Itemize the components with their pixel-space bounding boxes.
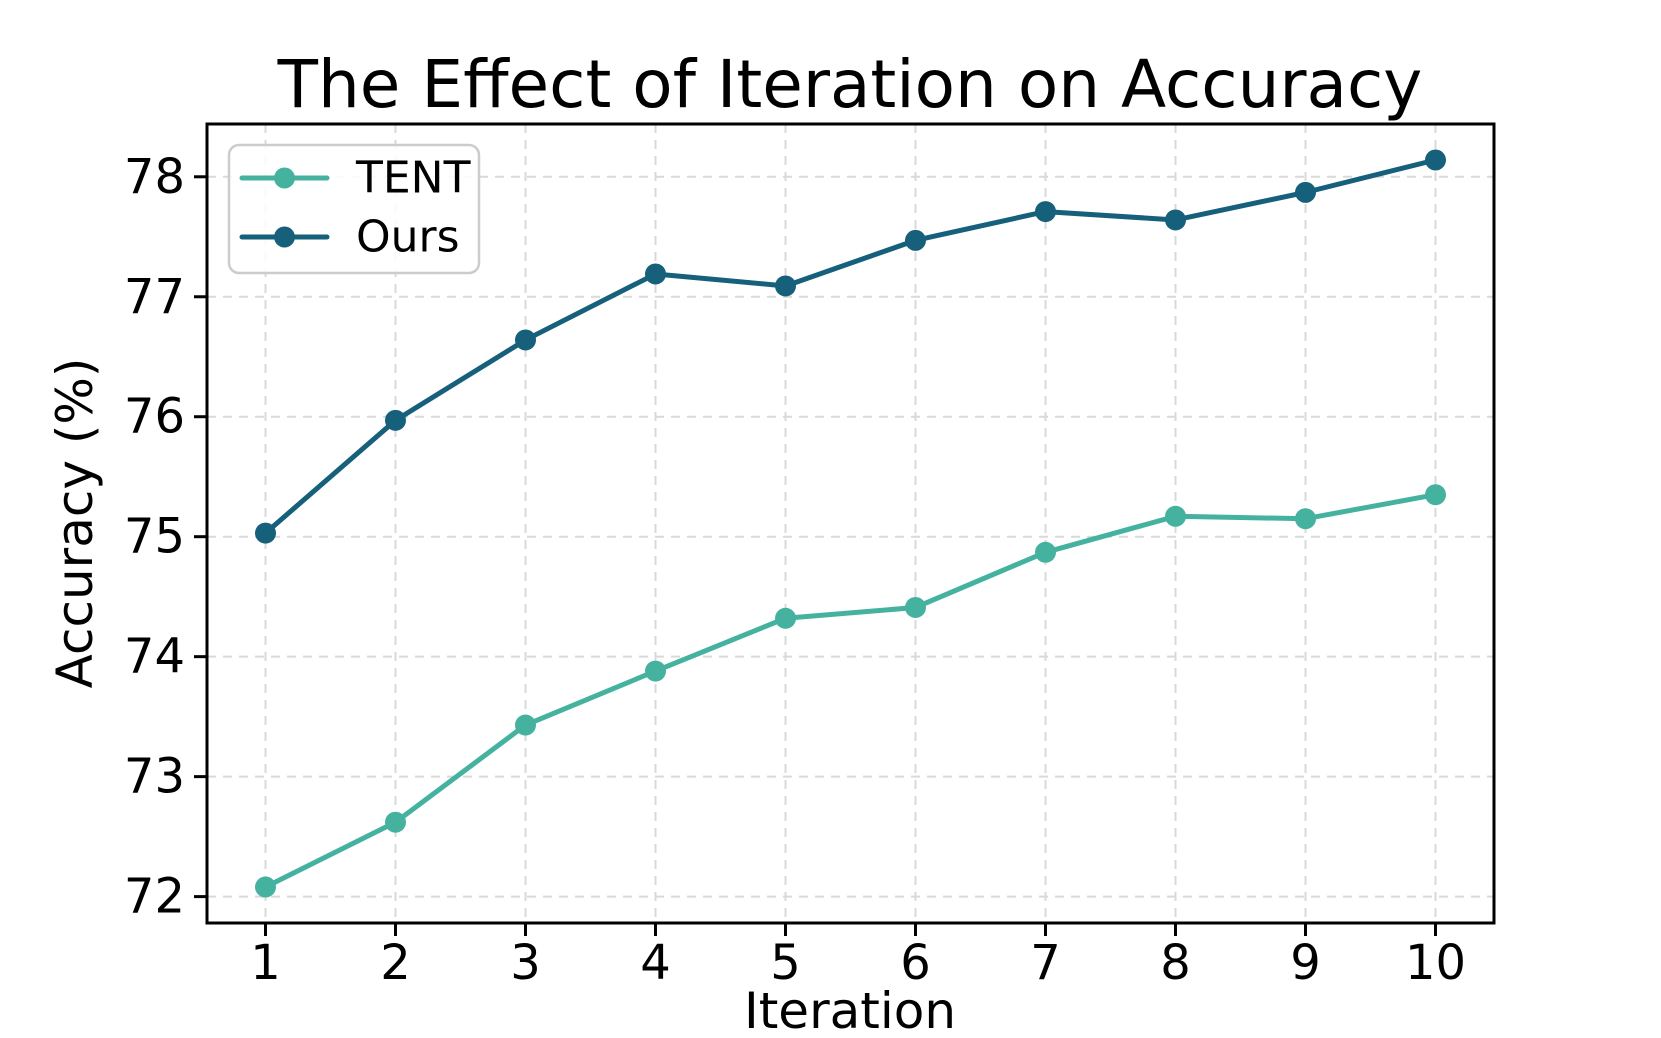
x-tick-label-7: 7 bbox=[1030, 935, 1061, 991]
tent-marker-7 bbox=[1035, 541, 1056, 563]
x-tick-label-1: 1 bbox=[250, 935, 281, 991]
ours-marker-1 bbox=[255, 522, 276, 544]
tent-marker-8 bbox=[1165, 505, 1186, 527]
x-tick-label-9: 9 bbox=[1290, 935, 1321, 991]
tent-marker-3 bbox=[515, 714, 536, 736]
tent-marker-9 bbox=[1295, 508, 1316, 530]
x-tick-label-8: 8 bbox=[1160, 935, 1191, 991]
x-tick-label-2: 2 bbox=[380, 935, 411, 991]
y-tick-label-73: 73 bbox=[124, 749, 185, 805]
legend: TENT Ours bbox=[227, 143, 481, 275]
ours-marker-9 bbox=[1295, 181, 1316, 203]
plot-border bbox=[205, 122, 1496, 925]
ours-marker-5 bbox=[775, 275, 796, 297]
tent-marker-2 bbox=[385, 811, 406, 833]
tent-marker-1 bbox=[255, 876, 276, 898]
y-tick-label-75: 75 bbox=[124, 509, 185, 565]
x-tick-label-6: 6 bbox=[900, 935, 931, 991]
y-tick-label-72: 72 bbox=[124, 869, 185, 925]
tent-marker-4 bbox=[645, 660, 666, 682]
legend-label-tent: TENT bbox=[355, 153, 471, 204]
ours-marker-10 bbox=[1425, 149, 1446, 171]
ours-marker-3 bbox=[515, 329, 536, 351]
x-tick-label-3: 3 bbox=[510, 935, 541, 991]
ours-line bbox=[263, 157, 1438, 536]
chart-title: The Effect of Iteration on Accuracy bbox=[277, 46, 1423, 123]
ours-marker-4 bbox=[645, 263, 666, 285]
y-tick-label-78: 78 bbox=[124, 149, 185, 205]
tent-marker-5 bbox=[775, 607, 796, 629]
ours-marker-7 bbox=[1035, 201, 1056, 223]
y-axis-label: Accuracy (%) bbox=[46, 358, 104, 689]
y-tick-label-74: 74 bbox=[124, 629, 185, 685]
ours-marker-8 bbox=[1165, 209, 1186, 231]
legend-item-tent: TENT bbox=[239, 153, 471, 204]
x-tick-label-5: 5 bbox=[770, 935, 801, 991]
legend-label-ours: Ours bbox=[356, 212, 460, 263]
legend-marker-tent bbox=[274, 167, 295, 189]
legend-marker-ours bbox=[274, 226, 295, 248]
legend-item-ours: Ours bbox=[239, 212, 460, 263]
tent-marker-6 bbox=[905, 596, 926, 618]
tent-line bbox=[263, 492, 1438, 890]
y-tick-label-76: 76 bbox=[124, 389, 185, 445]
x-tick-label-10: 10 bbox=[1405, 935, 1466, 991]
x-axis-label: Iteration bbox=[744, 982, 956, 1038]
ours-marker-2 bbox=[385, 409, 406, 431]
ours-marker-6 bbox=[905, 229, 926, 251]
y-tick-label-77: 77 bbox=[124, 269, 185, 325]
tent-marker-10 bbox=[1425, 484, 1446, 506]
x-tick-label-4: 4 bbox=[640, 935, 671, 991]
